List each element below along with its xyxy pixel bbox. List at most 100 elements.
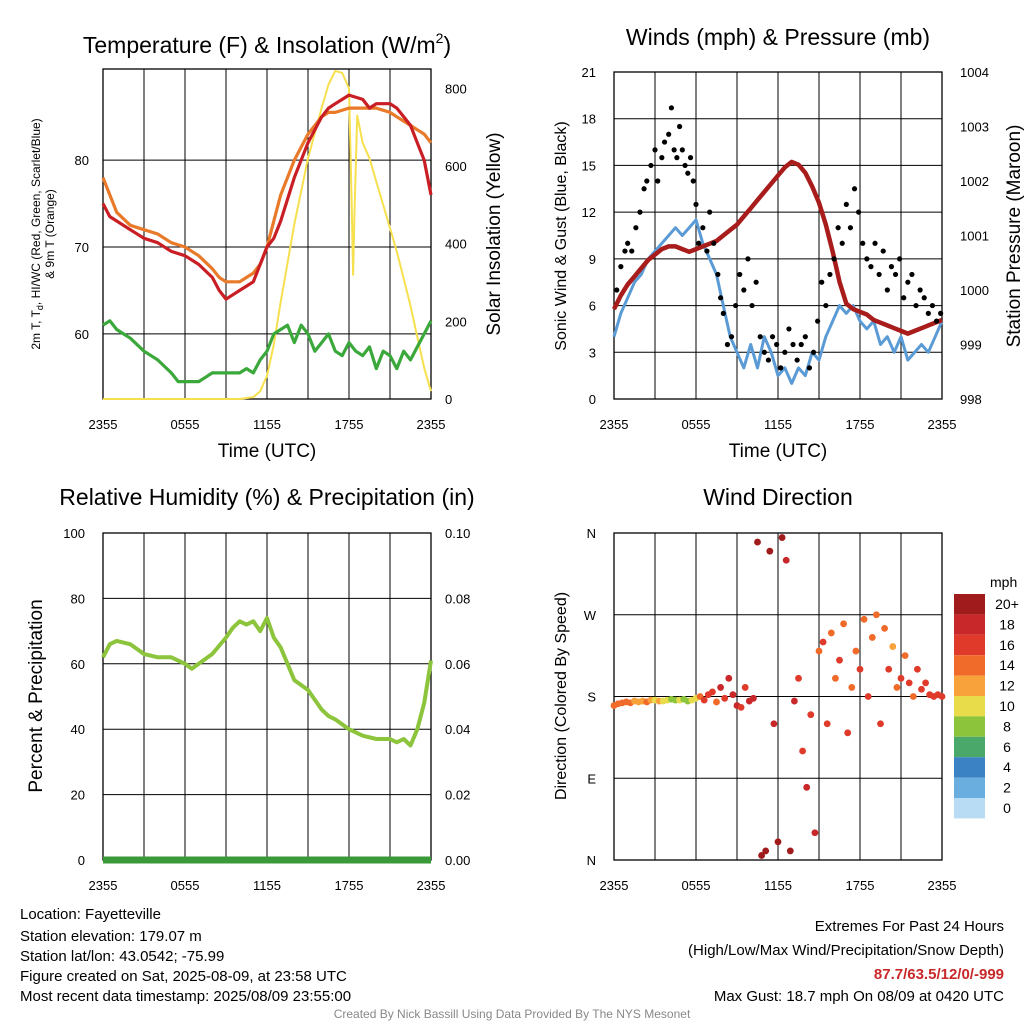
y-tick-label: 3 — [589, 345, 596, 360]
gust-point — [774, 341, 780, 348]
gust-point — [704, 248, 710, 254]
gust-point — [745, 256, 751, 262]
direction-point — [905, 679, 913, 687]
legend-swatch — [954, 675, 985, 696]
x-tick-label: 1755 — [335, 878, 364, 893]
direction-point — [811, 829, 819, 837]
direction-point — [786, 847, 794, 855]
gust-point — [741, 287, 747, 293]
legend-swatch — [954, 634, 985, 656]
gust-point — [860, 240, 866, 246]
direction-point — [836, 656, 843, 664]
direction-point — [807, 711, 815, 719]
x-tick-label: 2355 — [89, 417, 118, 432]
x-tick-label: 2355 — [89, 878, 118, 893]
x-tick-label: 0555 — [171, 878, 200, 893]
y-right-axis-label: Solar Insolation (Yellow) — [484, 132, 505, 335]
temp-series-line-1 — [101, 106, 433, 284]
legend-label: 12 — [999, 678, 1015, 694]
gust-point — [815, 318, 821, 324]
chart-title-sup: 2 — [436, 30, 444, 46]
direction-point — [922, 679, 929, 687]
gust-point — [827, 271, 833, 278]
direction-point — [918, 685, 925, 693]
y-right-tick-label: 0.00 — [445, 853, 470, 868]
direction-point — [778, 534, 786, 541]
gust-point — [921, 295, 927, 301]
direction-point — [852, 647, 860, 655]
y-right-tick-label: 0.10 — [445, 526, 470, 541]
x-tick-label: 2355 — [417, 878, 446, 893]
gust-point — [802, 334, 808, 340]
gust-point — [782, 349, 788, 355]
x-tick-label: 0555 — [682, 417, 711, 432]
direction-point — [766, 547, 774, 555]
chart-title: Temperature (F) & Insolation (W/m2) — [83, 30, 451, 58]
gust-point — [622, 248, 628, 254]
x-axis-label: Time (UTC) — [218, 441, 317, 462]
y-tick-label: 0 — [78, 853, 85, 868]
rh-series-line-0 — [101, 616, 433, 748]
legend-label: 20+ — [995, 596, 1019, 612]
gust-point — [690, 178, 696, 184]
legend-swatch — [954, 798, 985, 819]
y-tick-label: N — [587, 526, 596, 541]
x-tick-label: 1155 — [764, 878, 792, 893]
gust-point — [679, 147, 685, 153]
y-tick-label: 12 — [582, 205, 596, 220]
y-right-tick-label: 1000 — [960, 283, 989, 298]
direction-point — [914, 665, 921, 673]
gust-point — [671, 147, 677, 153]
gust-point — [913, 302, 919, 309]
gust-point — [929, 302, 936, 309]
direction-point — [741, 684, 749, 691]
gust-point — [892, 271, 899, 278]
legend-swatch — [954, 757, 985, 778]
legend-swatch — [954, 614, 985, 635]
direction-point — [848, 684, 856, 691]
gust-point — [794, 357, 800, 363]
legend-swatch — [954, 777, 985, 798]
gust-point — [661, 139, 668, 145]
panel-temperature — [102, 68, 432, 400]
extremes-subtitle: (High/Low/Max Wind/Precipitation/Snow De… — [688, 942, 1004, 959]
gust-point — [614, 287, 620, 293]
gust-point — [685, 170, 691, 176]
extremes-title: Extremes For Past 24 Hours — [814, 918, 1004, 935]
y-tick-label: 20 — [71, 788, 85, 803]
gust-point — [707, 209, 713, 215]
gust-point — [618, 264, 624, 270]
direction-point — [762, 847, 770, 855]
plot-frame — [102, 68, 432, 400]
gust-point — [696, 240, 702, 246]
gust-point — [888, 264, 895, 270]
x-tick-label: 1755 — [846, 417, 875, 432]
gust-point — [641, 186, 647, 192]
y-tick-label: 9 — [589, 252, 596, 267]
legend-swatch — [954, 655, 985, 676]
gust-point — [718, 295, 724, 301]
gust-point — [864, 256, 870, 262]
x-tick-label: 2355 — [600, 878, 629, 893]
gust-point — [724, 341, 731, 348]
gust-point — [720, 310, 726, 316]
x-tick-label: 1155 — [253, 878, 281, 893]
gust-point — [733, 302, 739, 309]
x-tick-label: 2355 — [600, 417, 629, 432]
y-right-tick-label: 1001 — [960, 229, 989, 244]
legend-label: 8 — [1003, 718, 1011, 734]
direction-point — [856, 665, 864, 673]
y-axis-label-line2: & 9m T (Orange) — [43, 189, 57, 279]
panel-winds — [613, 71, 943, 400]
y-tick-label: E — [587, 771, 596, 786]
direction-point — [868, 634, 876, 641]
gust-point — [917, 287, 923, 293]
info-latlon: Station lat/lon: 43.0542; -75.99 — [20, 948, 225, 965]
y-right-tick-label: 0.02 — [445, 788, 470, 803]
gust-point — [637, 209, 643, 215]
x-tick-label: 0555 — [682, 878, 711, 893]
extremes-max-gust: Max Gust: 18.7 mph On 08/09 at 0420 UTC — [713, 988, 1004, 1005]
y-right-tick-label: 0 — [445, 392, 452, 407]
x-axis-label: Time (UTC) — [729, 441, 828, 462]
gust-point — [856, 209, 862, 215]
